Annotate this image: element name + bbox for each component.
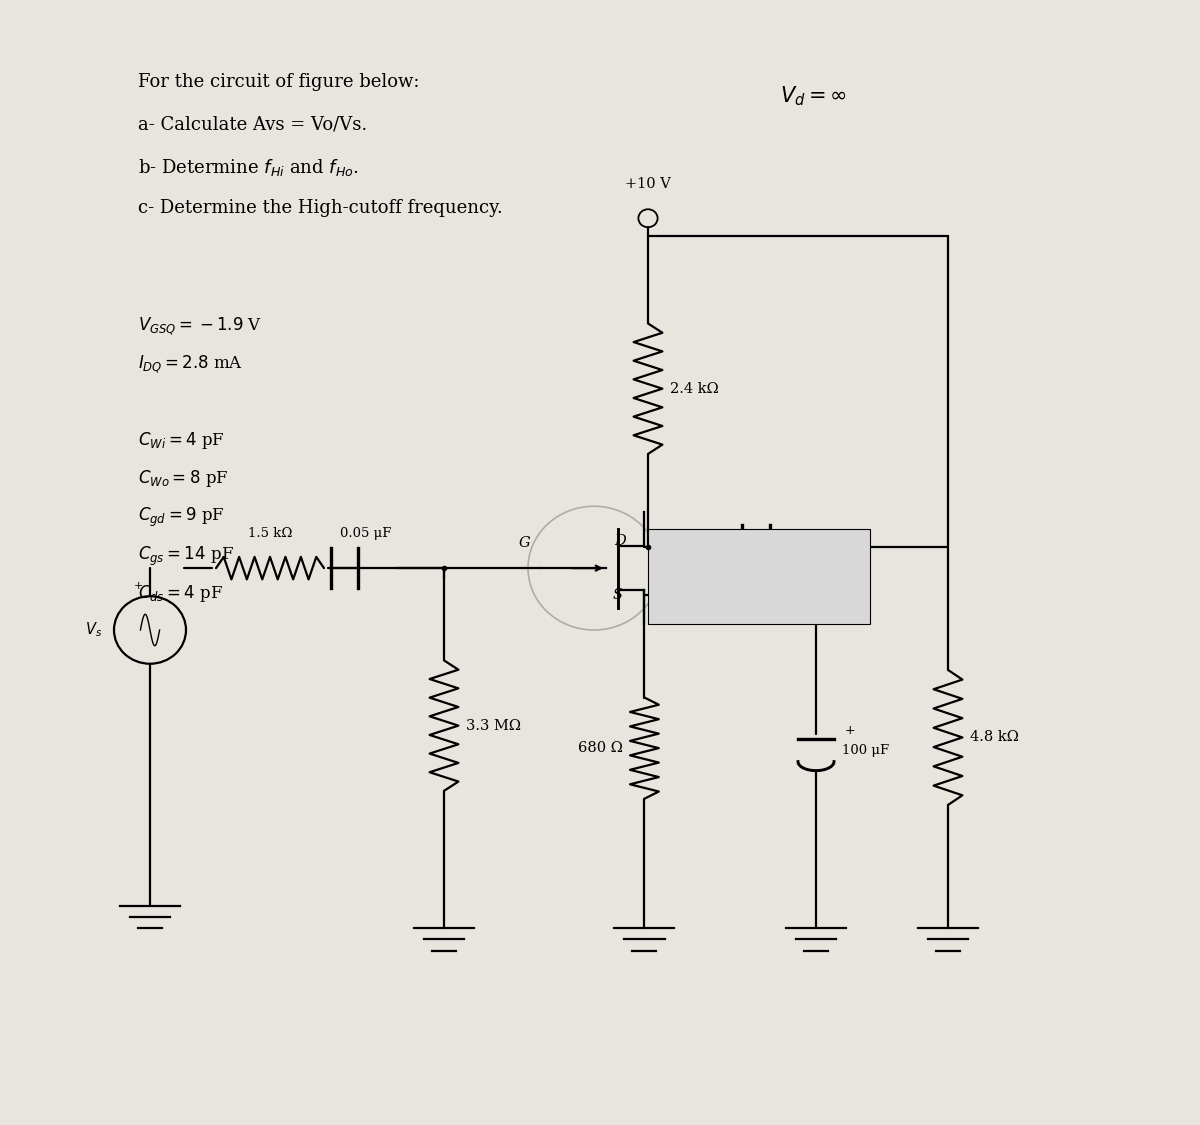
Text: b- Determine $f_{Hi}$ and $f_{Ho}$.: b- Determine $f_{Hi}$ and $f_{Ho}$. bbox=[138, 158, 359, 179]
Text: +10 V: +10 V bbox=[625, 178, 671, 191]
Text: $C_{Wo} = 8$ pF: $C_{Wo} = 8$ pF bbox=[138, 468, 228, 489]
Text: D: D bbox=[614, 534, 626, 548]
Text: G: G bbox=[518, 537, 530, 550]
Text: $C_{gs} = 14$ pF: $C_{gs} = 14$ pF bbox=[138, 544, 234, 568]
Text: $C_{ds} = 4$ pF: $C_{ds} = 4$ pF bbox=[138, 583, 223, 604]
Text: 0.05 μF: 0.05 μF bbox=[731, 583, 781, 596]
Text: $C_{gd} = 9$ pF: $C_{gd} = 9$ pF bbox=[138, 506, 224, 530]
Text: c- Determine the High-cutoff frequency.: c- Determine the High-cutoff frequency. bbox=[138, 199, 503, 217]
Text: 680 Ω: 680 Ω bbox=[578, 741, 623, 755]
Text: $I_{DSS}$ = 10 mA: $I_{DSS}$ = 10 mA bbox=[715, 554, 803, 569]
Text: $C_{Wi} = 4$ pF: $C_{Wi} = 4$ pF bbox=[138, 430, 224, 451]
Text: 1.5 kΩ: 1.5 kΩ bbox=[248, 526, 292, 540]
Text: $V_{GSQ} = -1.9$ V: $V_{GSQ} = -1.9$ V bbox=[138, 315, 263, 336]
Text: $I_{DQ} = 2.8$ mA: $I_{DQ} = 2.8$ mA bbox=[138, 353, 244, 375]
Text: 0.05 μF: 0.05 μF bbox=[341, 526, 391, 540]
Text: +: + bbox=[845, 723, 856, 737]
Text: $V_d = \infty$: $V_d = \infty$ bbox=[780, 84, 847, 108]
Text: For the circuit of figure below:: For the circuit of figure below: bbox=[138, 73, 420, 91]
Text: S: S bbox=[613, 588, 623, 602]
Text: $V_P = -4$ V: $V_P = -4$ V bbox=[724, 587, 794, 603]
Text: 3.3 MΩ: 3.3 MΩ bbox=[466, 719, 521, 732]
Text: +: + bbox=[133, 580, 143, 591]
Text: 100 μF: 100 μF bbox=[842, 744, 889, 757]
Text: 2.4 kΩ: 2.4 kΩ bbox=[670, 381, 719, 396]
Text: $V_s$: $V_s$ bbox=[85, 621, 102, 639]
Text: a- Calculate Avs = Vo/Vs.: a- Calculate Avs = Vo/Vs. bbox=[138, 116, 367, 134]
FancyBboxPatch shape bbox=[648, 529, 870, 624]
Text: 4.8 kΩ: 4.8 kΩ bbox=[970, 730, 1019, 745]
